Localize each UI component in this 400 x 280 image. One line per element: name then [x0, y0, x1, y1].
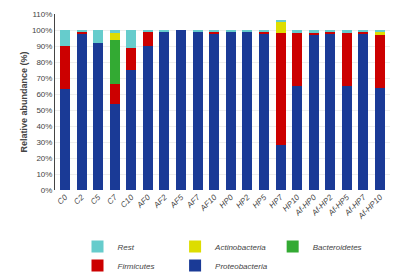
svg-text:Bacteroidetes: Bacteroidetes	[313, 243, 362, 252]
svg-text:70%: 70%	[36, 74, 52, 83]
svg-text:90%: 90%	[36, 42, 52, 51]
svg-text:AF7: AF7	[184, 192, 202, 210]
svg-text:100%: 100%	[32, 26, 52, 35]
svg-text:50%: 50%	[36, 106, 52, 115]
svg-text:Rest: Rest	[118, 243, 135, 252]
svg-text:60%: 60%	[36, 90, 52, 99]
svg-text:Relative abundance (%): Relative abundance (%)	[19, 51, 29, 152]
svg-text:Firmicutes: Firmicutes	[118, 262, 155, 271]
svg-text:HP10: HP10	[281, 192, 302, 213]
svg-text:C10: C10	[119, 192, 136, 209]
svg-text:Proteobacteria: Proteobacteria	[215, 262, 268, 271]
svg-text:Af-HP5: Af-HP5	[326, 192, 352, 218]
svg-text:110%: 110%	[33, 10, 53, 19]
svg-text:C5: C5	[89, 192, 103, 206]
svg-text:C0: C0	[56, 192, 70, 206]
svg-text:30%: 30%	[36, 138, 52, 147]
svg-text:HP2: HP2	[234, 192, 252, 210]
svg-text:Af-HP2: Af-HP2	[309, 192, 335, 218]
svg-text:HP5: HP5	[251, 192, 269, 210]
svg-text:0%: 0%	[41, 186, 53, 195]
svg-text:HP7: HP7	[267, 192, 285, 210]
svg-text:C7: C7	[105, 192, 119, 206]
svg-text:AF0: AF0	[135, 192, 153, 210]
svg-text:20%: 20%	[36, 154, 52, 163]
svg-text:Af-HP0: Af-HP0	[293, 192, 319, 218]
svg-text:AF2: AF2	[151, 192, 169, 210]
svg-text:Af-HP7: Af-HP7	[342, 192, 368, 218]
svg-text:80%: 80%	[36, 58, 52, 67]
svg-text:C2: C2	[72, 192, 86, 206]
svg-text:40%: 40%	[36, 122, 52, 131]
svg-text:HP0: HP0	[218, 192, 236, 210]
svg-text:Actinobacteria: Actinobacteria	[214, 243, 266, 252]
svg-text:AF10: AF10	[198, 192, 219, 213]
svg-text:AF5: AF5	[168, 192, 186, 210]
svg-text:10%: 10%	[36, 170, 52, 179]
svg-text:Af-HP10: Af-HP10	[356, 192, 385, 221]
